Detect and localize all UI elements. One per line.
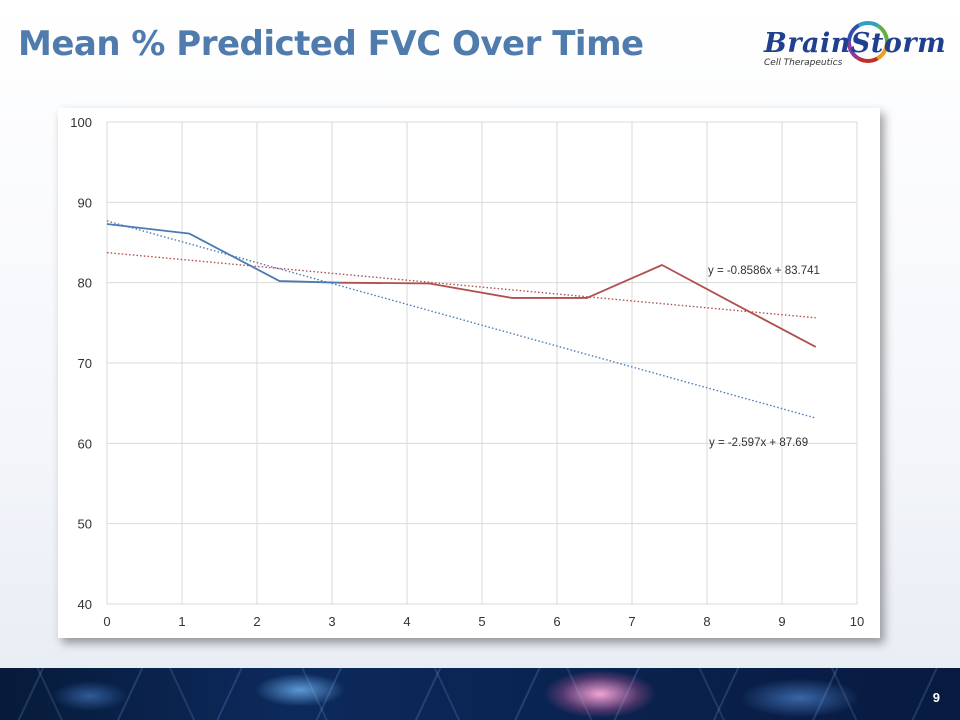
x-tick-label: 8: [703, 614, 710, 629]
trendline-equation-1: y = -0.8586x + 83.741: [708, 265, 820, 277]
x-tick-label: 5: [478, 614, 485, 629]
x-tick-label: 7: [628, 614, 635, 629]
trendline-1: [106, 251, 816, 319]
data-series: [106, 223, 817, 348]
series-line-2: [339, 264, 817, 348]
y-tick-label: 50: [78, 517, 92, 532]
chart-card: 0 1 2 3 4 5 6 7 8 9 10 40 50 60 70 80 90 100 y = -0.8586x…: [58, 108, 880, 638]
slide-title: Mean % Predicted FVC Over Time: [18, 24, 644, 64]
x-tick-label: 0: [103, 614, 110, 629]
y-tick-label: 80: [78, 276, 92, 291]
y-tick-label: 40: [78, 597, 92, 612]
logo-ring-icon: [847, 21, 889, 63]
trendline-equations: y = -0.8586x + 83.741 y = -2.597x + 87.69: [708, 265, 820, 449]
x-tick-label: 6: [553, 614, 560, 629]
axis-ticks: 0 1 2 3 4 5 6 7 8 9 10 40 50 60 70 80 90 100: [70, 115, 864, 629]
trendline-equation-2: y = -2.597x + 87.69: [709, 437, 808, 449]
footer-neuron-banner: [0, 668, 960, 720]
y-tick-label: 90: [78, 195, 92, 210]
grid-lines: [106, 121, 858, 605]
x-tick-label: 3: [328, 614, 335, 629]
trendline-2: [106, 220, 816, 419]
x-tick-label: 1: [178, 614, 185, 629]
logo-subtitle: Cell Therapeutics: [764, 58, 843, 68]
x-tick-label: 4: [403, 614, 410, 629]
x-tick-label: 2: [253, 614, 260, 629]
x-tick-label: 10: [850, 614, 864, 629]
trendlines: [106, 220, 816, 419]
x-tick-label: 9: [778, 614, 785, 629]
logo-name: BrainStorm: [764, 28, 947, 59]
company-logo: BrainStorm Cell Therapeutics: [760, 18, 960, 76]
fvc-line-chart: 0 1 2 3 4 5 6 7 8 9 10 40 50 60 70 80 90 100 y = -0.8586x…: [70, 115, 864, 629]
y-tick-label: 100: [70, 115, 92, 130]
y-tick-label: 60: [78, 436, 92, 451]
page-number: 9: [932, 690, 940, 705]
y-tick-label: 70: [78, 356, 92, 371]
series-line-1: [106, 223, 340, 284]
